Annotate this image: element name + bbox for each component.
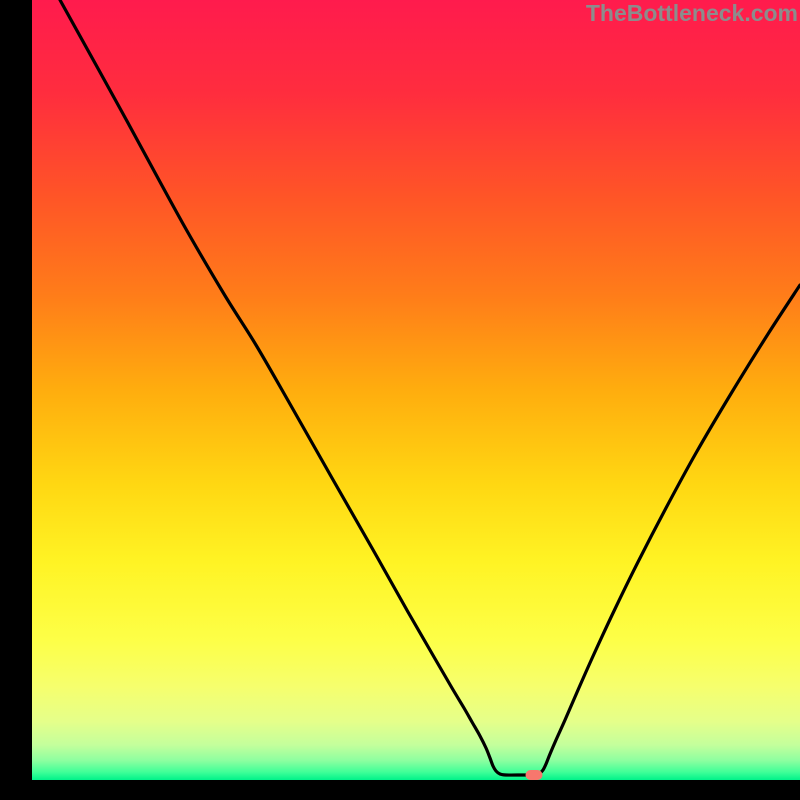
plot-area bbox=[32, 0, 800, 780]
watermark-text: TheBottleneck.com bbox=[586, 0, 798, 27]
chart-svg bbox=[32, 0, 800, 780]
chart-frame: TheBottleneck.com bbox=[0, 0, 800, 800]
gradient-background bbox=[32, 0, 800, 780]
min-marker bbox=[526, 770, 543, 780]
